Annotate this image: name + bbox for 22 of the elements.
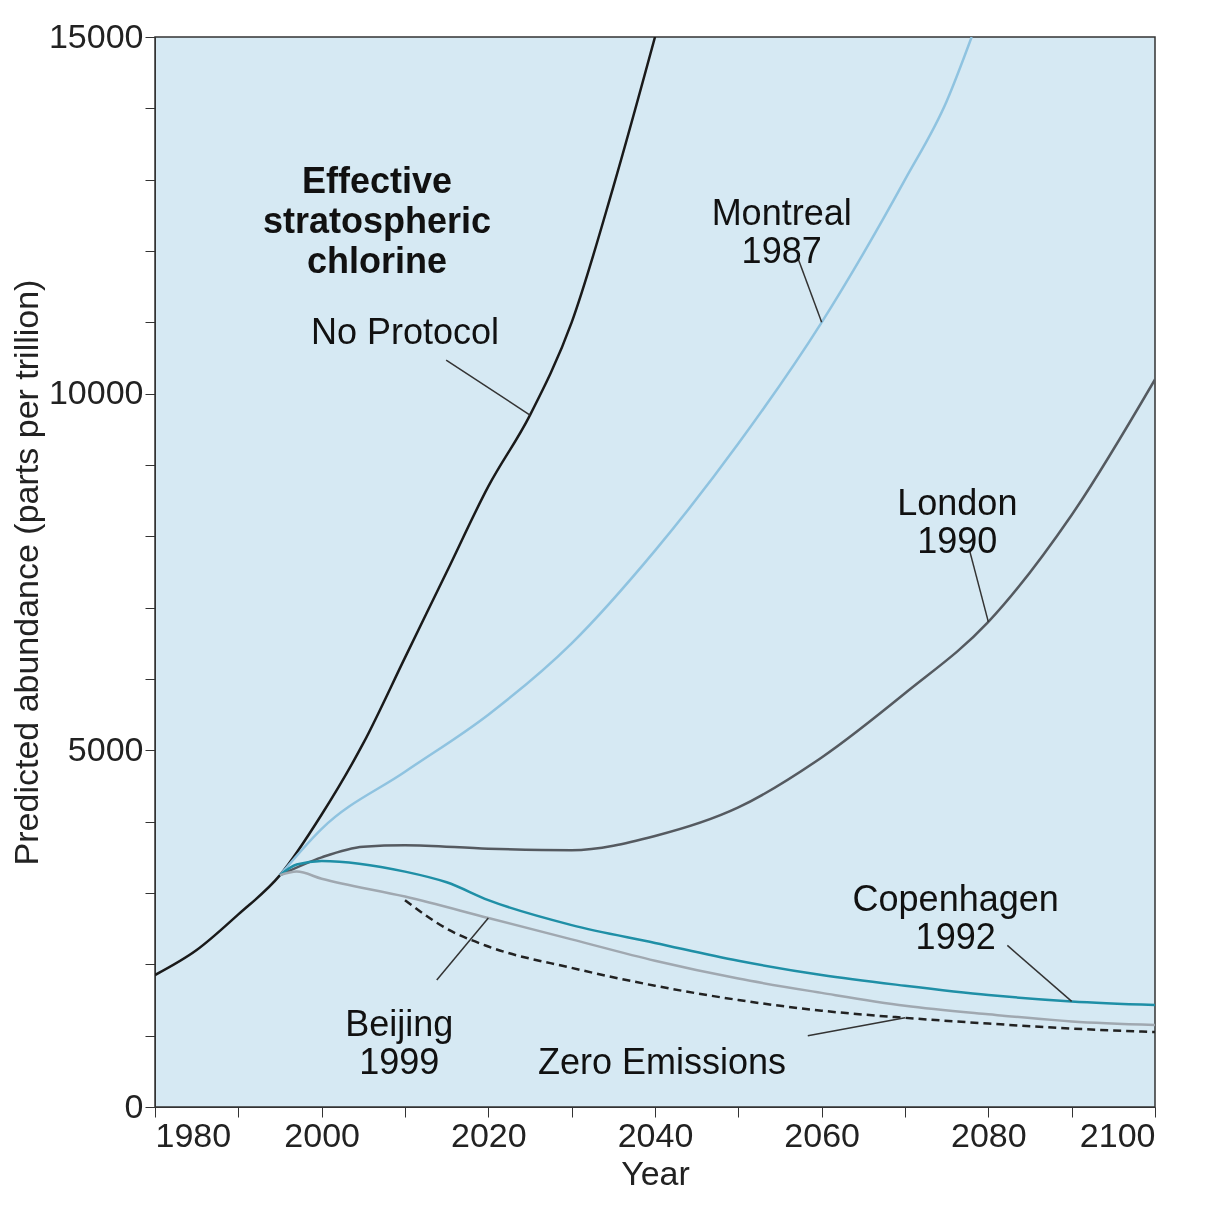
- x-tick-label: 2080: [951, 1115, 1027, 1154]
- annotation: Beijing 1999: [345, 1002, 454, 1082]
- annotation: Zero Emissions: [537, 1040, 787, 1082]
- y-tick-label: 0: [124, 1086, 144, 1125]
- annotation: No Protocol: [310, 311, 500, 353]
- y-tick-label: 10000: [48, 373, 144, 412]
- text: Effective stratospheric chlorine: [262, 160, 492, 281]
- x-axis-title: Year: [621, 1153, 690, 1192]
- line-series: [155, 37, 657, 977]
- y-axis-title: Predicted abundance (parts per trillion): [6, 279, 45, 866]
- y-tick-label: 5000: [67, 729, 144, 768]
- line-series: [278, 859, 1155, 1007]
- x-tick-label: 2100: [1079, 1115, 1156, 1154]
- x-tick-label: 2040: [617, 1115, 694, 1154]
- x-tick-label: 2060: [784, 1115, 860, 1154]
- y-tick-label: 15000: [48, 16, 144, 55]
- annotation: Montreal 1987: [711, 192, 852, 272]
- x-tick-label: 2020: [451, 1115, 527, 1154]
- annotation: Copenhagen 1992: [852, 878, 1059, 958]
- x-tick-label: 1980: [155, 1115, 232, 1154]
- x-tick-label: 2000: [284, 1115, 360, 1154]
- annotation: London 1990: [897, 481, 1018, 561]
